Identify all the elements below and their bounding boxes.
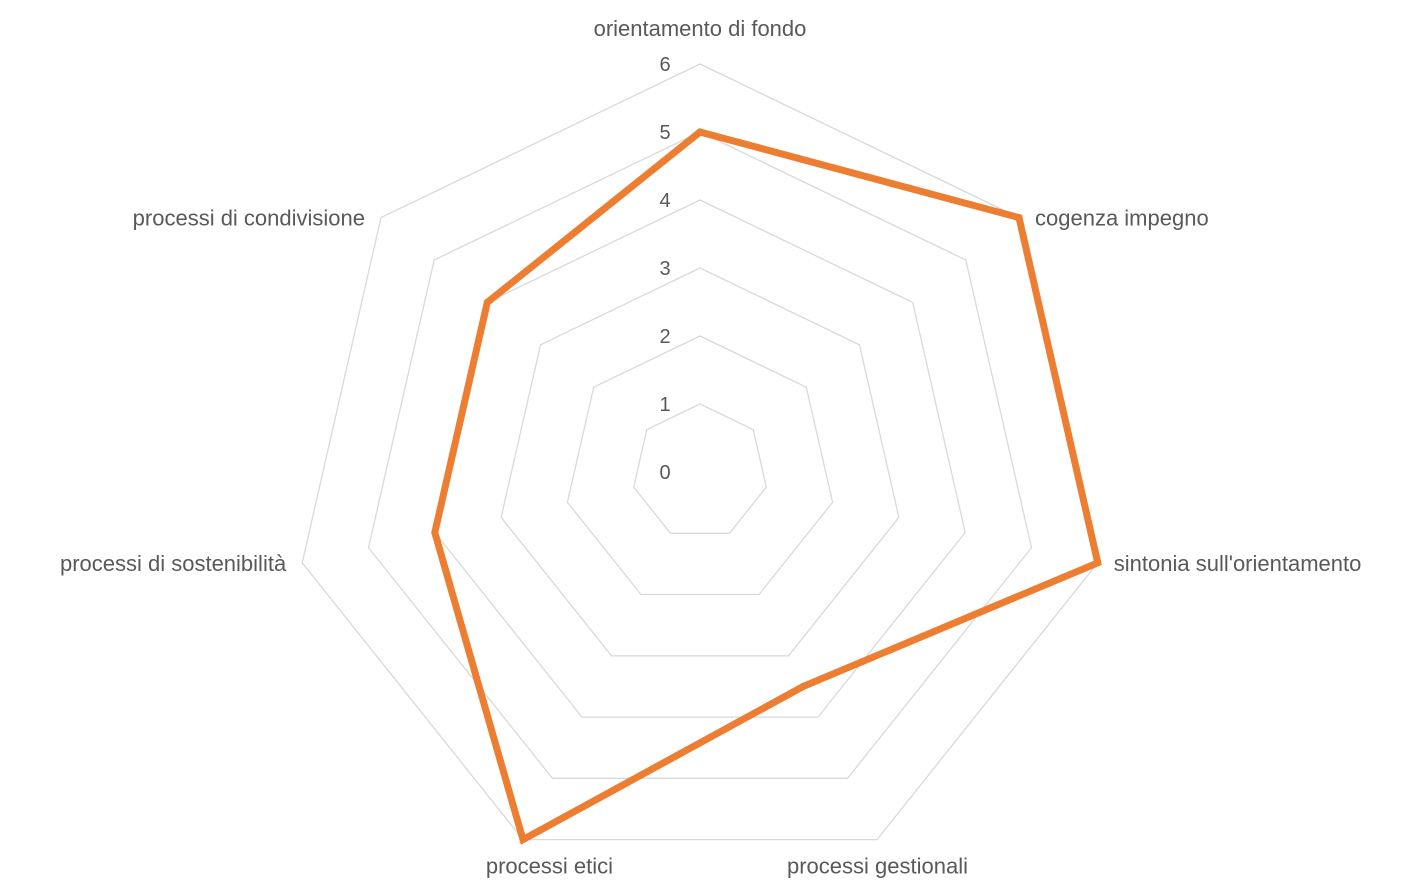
radar-grid (301, 63, 1099, 841)
radial-tick-labels: 0 1 2 3 4 5 6 (659, 54, 670, 484)
category-label-6: processi di condivisione (133, 206, 365, 231)
category-label-1: cogenza impegno (1035, 206, 1209, 231)
grid-ring-2 (566, 335, 834, 596)
grid-ring-5 (367, 131, 1033, 779)
category-label-2: sintonia sull'orientamento (1114, 551, 1362, 576)
category-label-3: processi gestionali (787, 854, 968, 879)
tick-label-5: 5 (659, 122, 670, 144)
data-point-0-1 (1015, 214, 1023, 222)
category-label-4: processi etici (486, 854, 613, 879)
series-group (431, 128, 1102, 845)
data-point-0-0 (696, 128, 704, 136)
data-point-0-3 (799, 682, 807, 690)
grid-ring-3 (500, 267, 900, 657)
data-point-0-5 (431, 529, 439, 536)
tick-label-3: 3 (659, 258, 670, 280)
tick-label-0: 0 (659, 462, 670, 484)
data-point-0-2 (1094, 559, 1102, 567)
grid-ring-1 (632, 403, 768, 534)
tick-label-4: 4 (659, 190, 670, 212)
data-point-0-4 (519, 836, 527, 844)
tick-label-2: 2 (659, 326, 670, 348)
category-labels: orientamento di fondo cogenza impegno sint… (60, 16, 1361, 879)
data-point-0-6 (483, 298, 491, 306)
category-label-5: processi di sostenibilità (60, 551, 287, 576)
tick-label-1: 1 (659, 394, 670, 416)
category-label-0: orientamento di fondo (594, 16, 807, 41)
grid-ring-6 (301, 63, 1099, 841)
tick-label-6: 6 (659, 54, 670, 76)
series-line-0 (431, 128, 1102, 845)
